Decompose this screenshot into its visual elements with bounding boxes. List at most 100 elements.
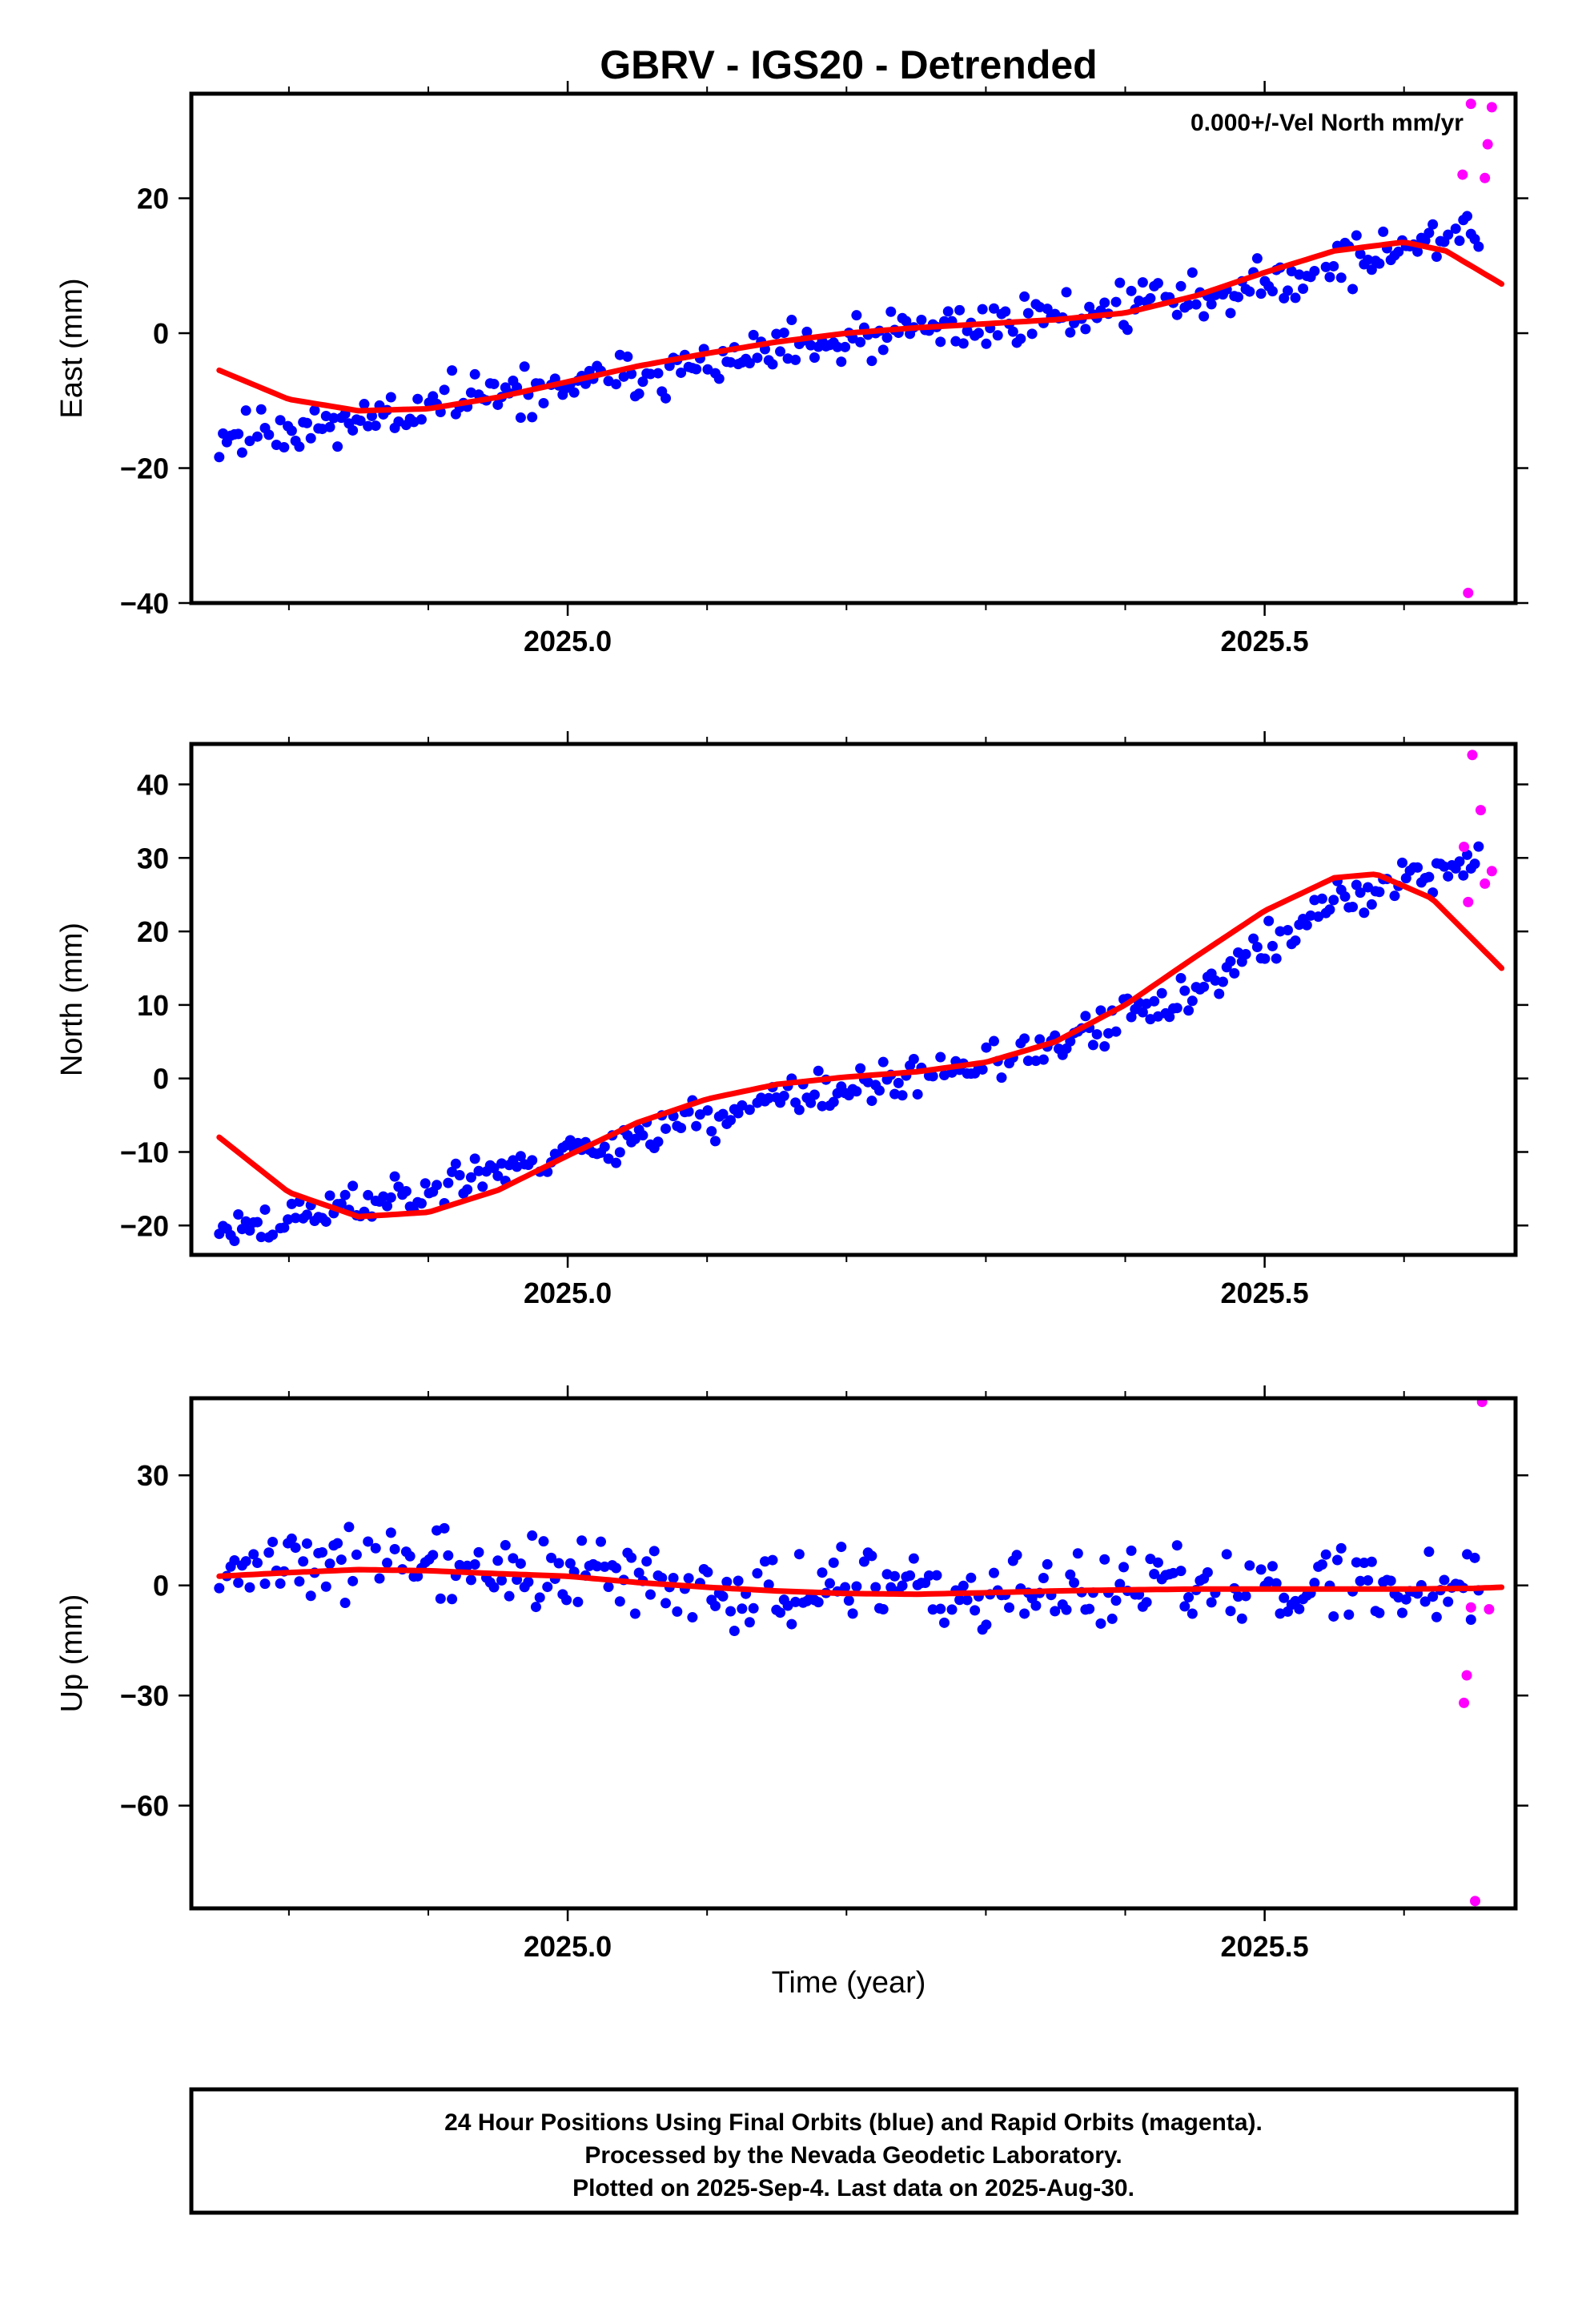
- north-final-point: [652, 1136, 664, 1148]
- up-final-point: [233, 1577, 244, 1588]
- up-final-point: [1110, 1595, 1122, 1606]
- east-final-point: [1267, 286, 1278, 297]
- north-final-point: [527, 1155, 538, 1166]
- east-fit-curve: [216, 239, 1505, 414]
- north-final-point: [515, 1151, 526, 1162]
- east-final-point: [1412, 246, 1423, 257]
- north-final-point: [1366, 899, 1377, 910]
- up-final-point: [363, 1536, 374, 1547]
- up-final-point: [614, 1596, 625, 1607]
- up-final-point: [737, 1603, 748, 1614]
- east-final-point: [1110, 296, 1122, 308]
- up-final-point: [263, 1547, 275, 1558]
- up-final-point: [385, 1527, 396, 1538]
- north-y-tick-label: 10: [137, 989, 169, 1022]
- east-final-point: [1042, 304, 1053, 315]
- north-final-point: [267, 1229, 279, 1240]
- up-final-point: [897, 1580, 908, 1591]
- east-final-point: [1137, 277, 1148, 288]
- up-final-point: [687, 1612, 698, 1623]
- up-final-point: [447, 1594, 458, 1605]
- up-final-point: [1221, 1549, 1232, 1560]
- north-final-point: [1351, 879, 1362, 891]
- up-final-point: [412, 1570, 424, 1582]
- north-final-point: [363, 1189, 374, 1200]
- north-final-point: [1183, 1005, 1195, 1016]
- north-final-point: [1259, 953, 1271, 964]
- north-rapid-point: [1459, 842, 1470, 853]
- north-final-point: [1164, 1011, 1175, 1023]
- north-final-point: [335, 1198, 347, 1209]
- east-final-point: [1019, 291, 1030, 302]
- north-rapid-point: [1475, 805, 1486, 816]
- north-final-point: [725, 1115, 737, 1126]
- north-rapid-point: [1467, 750, 1478, 761]
- up-final-point: [1179, 1601, 1191, 1612]
- north-final-point: [1110, 1026, 1122, 1037]
- east-final-point: [778, 328, 789, 339]
- east-final-point: [1423, 227, 1435, 239]
- east-final-point: [1152, 278, 1163, 289]
- east-final-point: [214, 452, 225, 463]
- north-final-point: [1156, 987, 1167, 999]
- east-final-point: [786, 315, 797, 326]
- east-final-point: [652, 368, 664, 379]
- east-rapid-point: [1482, 139, 1493, 150]
- up-final-point: [374, 1573, 385, 1584]
- north-final-point: [393, 1181, 404, 1192]
- north-final-point: [977, 1063, 988, 1075]
- up-final-point: [335, 1554, 347, 1566]
- up-final-point: [1328, 1610, 1339, 1622]
- north-final-point: [988, 1035, 999, 1047]
- up-final-point: [763, 1579, 774, 1590]
- east-final-point: [1183, 300, 1195, 311]
- up-final-point: [813, 1597, 824, 1608]
- up-y-tick-label: −30: [120, 1679, 169, 1712]
- north-final-point: [717, 1108, 729, 1120]
- up-rapid-point: [1465, 1602, 1476, 1613]
- east-final-point: [294, 441, 305, 452]
- east-final-point: [752, 352, 763, 364]
- east-final-point: [1233, 292, 1244, 303]
- north-final-point: [339, 1189, 351, 1200]
- north-final-point: [1263, 915, 1275, 927]
- east-final-point: [1427, 219, 1439, 230]
- north-final-point: [661, 1123, 672, 1134]
- north-final-point: [1199, 981, 1210, 992]
- east-final-point: [973, 328, 984, 339]
- up-final-point: [1279, 1592, 1290, 1603]
- up-final-point: [644, 1589, 656, 1600]
- east-final-point: [644, 368, 656, 380]
- north-final-point: [454, 1169, 465, 1180]
- east-rapid-point: [1457, 169, 1468, 180]
- up-final-point: [1106, 1613, 1118, 1624]
- east-final-point: [244, 436, 255, 447]
- up-final-point: [1233, 1591, 1244, 1602]
- east-final-point: [954, 304, 966, 316]
- up-final-point: [1095, 1618, 1106, 1629]
- velocity-annotation: 0.000+/-Vel North mm/yr: [1191, 110, 1464, 136]
- up-final-point: [1114, 1578, 1126, 1590]
- east-final-point: [992, 330, 1003, 341]
- east-final-point: [713, 373, 725, 384]
- north-final-point: [400, 1185, 412, 1196]
- north-final-point: [1229, 967, 1240, 979]
- north-final-point: [1462, 849, 1473, 860]
- up-final-point: [1118, 1562, 1130, 1573]
- up-final-point: [927, 1604, 938, 1615]
- east-plot-area: [214, 99, 1505, 598]
- north-final-point: [1389, 891, 1400, 902]
- east-final-point: [1374, 258, 1385, 269]
- up-final-point: [251, 1558, 263, 1569]
- up-x-tick-label: 2025.5: [1221, 1930, 1309, 1963]
- east-final-point: [263, 429, 275, 440]
- up-final-point: [1465, 1614, 1476, 1625]
- east-final-point: [881, 332, 893, 344]
- footer-frame: [189, 2087, 1519, 2215]
- east-final-point: [363, 420, 374, 432]
- east-final-point: [981, 338, 992, 349]
- up-final-point: [1439, 1574, 1450, 1586]
- up-final-point: [1225, 1606, 1236, 1617]
- north-final-point: [1137, 1007, 1148, 1018]
- up-final-point: [1267, 1561, 1278, 1572]
